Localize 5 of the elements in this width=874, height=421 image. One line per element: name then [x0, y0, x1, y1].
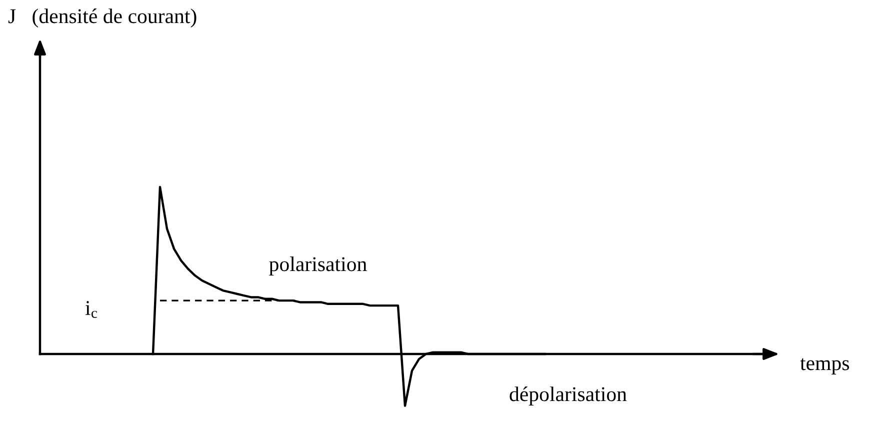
annotation: dépolarisation — [510, 386, 627, 406]
annotation: polarisation — [269, 256, 367, 276]
text: J (densité de courant) — [8, 8, 196, 28]
text: i$_{c}$ — [85, 301, 97, 318]
x-axis-title: temps — [800, 358, 850, 374]
